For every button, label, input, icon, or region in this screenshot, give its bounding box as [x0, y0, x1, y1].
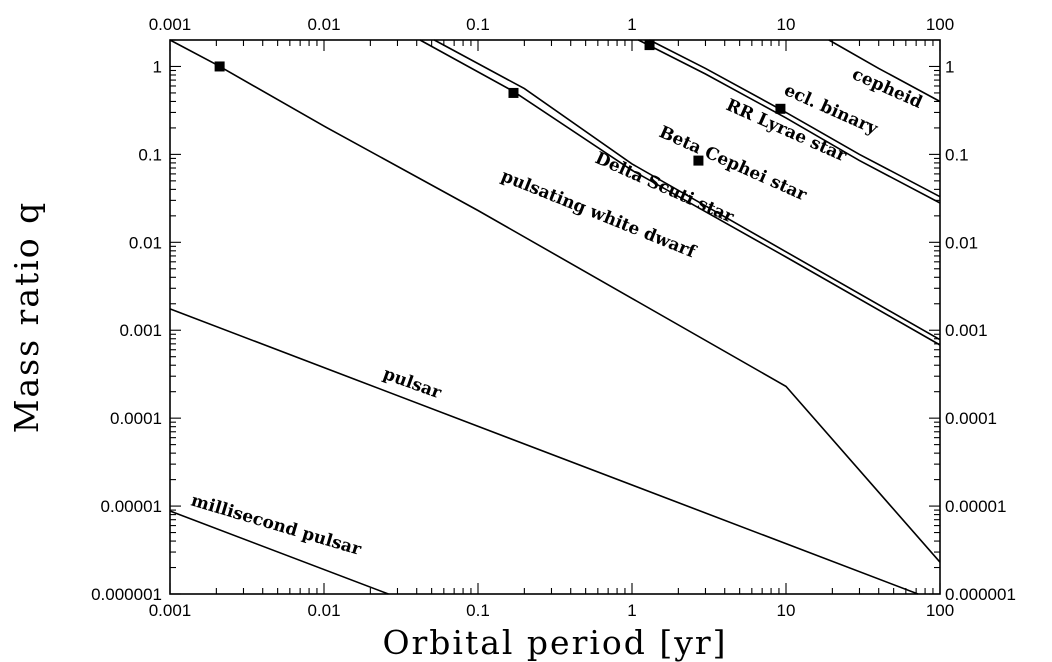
y-right-tick-label: 0.001 — [945, 321, 988, 340]
x-tick-label: 0.001 — [149, 601, 192, 620]
x-axis-label: Orbital period [yr] — [382, 623, 727, 662]
x-top-tick-label: 1 — [627, 15, 636, 34]
y-right-tick-label: 0.1 — [945, 145, 969, 164]
y-tick-label: 0.1 — [138, 145, 162, 164]
x-top-tick-label: 0.1 — [466, 15, 490, 34]
x-tick-label: 0.01 — [307, 601, 340, 620]
x-top-tick-label: 0.001 — [149, 15, 192, 34]
curve-label-cepheid: cepheid — [849, 64, 925, 113]
x-top-tick-label: 0.01 — [307, 15, 340, 34]
x-top-tick-label: 10 — [777, 15, 796, 34]
series-line-pulsar — [169, 308, 919, 595]
data-point-marker — [644, 40, 655, 51]
series-line-cepheid — [828, 39, 941, 103]
axis-ticks — [169, 39, 941, 595]
series-line-millisecond-pulsar — [169, 510, 389, 595]
data-point-marker — [775, 103, 786, 114]
y-axis-label: Mass ratio q — [7, 201, 46, 434]
plot-frame — [169, 39, 941, 595]
y-right-tick-label: 0.01 — [945, 233, 978, 252]
y-tick-label: 0.000001 — [91, 585, 162, 604]
y-right-tick-label: 0.000001 — [945, 585, 1016, 604]
curve-label-pulsar: pulsar — [380, 364, 444, 404]
y-tick-label: 0.00001 — [101, 497, 162, 516]
data-point-marker — [693, 155, 704, 166]
series-line-beta-cephei-star — [433, 39, 941, 341]
series-curves — [169, 39, 941, 595]
y-tick-label: 0.01 — [129, 233, 162, 252]
series-line-delta-scuti-star — [419, 39, 941, 346]
x-tick-label: 10 — [777, 601, 796, 620]
curve-label-millisecond-pulsar: millisecond pulsar — [189, 491, 365, 561]
x-top-tick-label: 100 — [926, 15, 954, 34]
series-line-rr-lyrae-star — [638, 39, 941, 204]
y-tick-label: 0.0001 — [110, 409, 162, 428]
x-tick-label: 0.1 — [466, 601, 490, 620]
x-tick-label: 100 — [926, 601, 954, 620]
series-line-ecl-binary — [649, 39, 941, 198]
y-tick-label: 0.001 — [119, 321, 162, 340]
y-right-tick-label: 0.00001 — [945, 497, 1006, 516]
data-point-marker — [214, 61, 225, 72]
y-right-tick-label: 1 — [945, 57, 954, 76]
data-markers — [214, 40, 786, 166]
x-tick-label: 1 — [627, 601, 636, 620]
data-point-marker — [508, 87, 519, 98]
y-right-tick-label: 0.0001 — [945, 409, 997, 428]
y-tick-label: 1 — [153, 57, 162, 76]
